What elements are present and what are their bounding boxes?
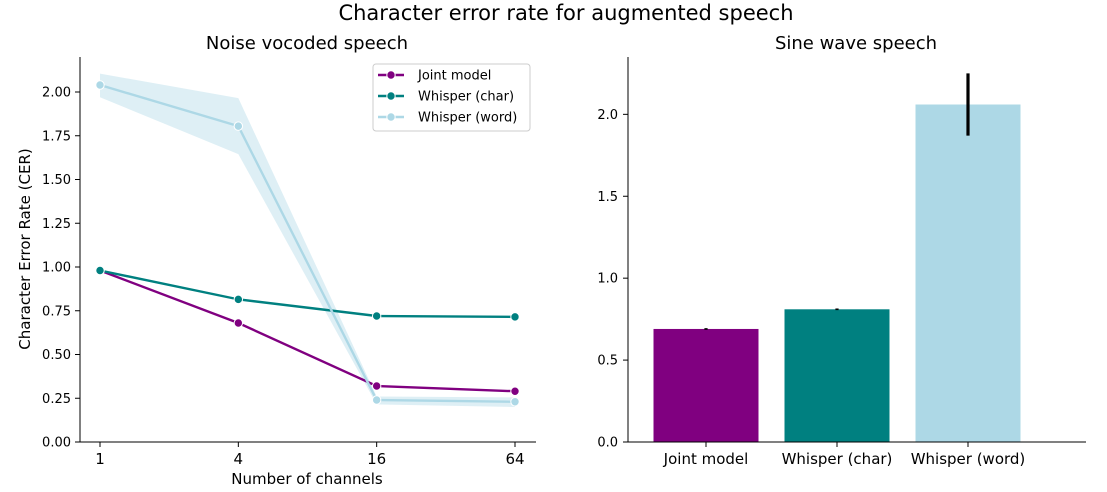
- x-tick-label: 1: [95, 450, 105, 468]
- whisper-char-legend-marker: [386, 91, 396, 101]
- y-tick-label: 1.50: [42, 173, 71, 188]
- y-tick-label: 1.0: [597, 272, 618, 287]
- line-chart-axes: [79, 57, 536, 443]
- joint-model-point: [510, 386, 520, 396]
- y-tick-label: 0.50: [42, 348, 71, 363]
- whisper-char-point: [95, 265, 105, 276]
- x-tick-label: 4: [234, 450, 244, 468]
- legend-frame: [372, 63, 531, 132]
- whisper-word-bar: [915, 104, 1021, 443]
- bar-chart-panel: Sine wave speech 0.0 0.5 1.0 1.5 2.0 Joint m…: [597, 33, 1086, 468]
- y-ticks: 0.00 0.25 0.50 0.75 1.00 1.25 1.50 1.75 2.00: [42, 86, 80, 451]
- x-tick-label: Whisper (word): [911, 450, 1026, 468]
- bars: [653, 104, 1021, 443]
- whisper-word-legend-label: Whisper (word): [418, 111, 517, 126]
- y-tick-label: 1.25: [42, 217, 71, 232]
- y-tick-label: 0.00: [42, 436, 71, 451]
- figure-title: Character error rate for augmented speec…: [338, 1, 793, 25]
- y-tick-label: 0.5: [597, 354, 618, 369]
- joint-model-point: [371, 381, 382, 391]
- whisper-word-legend-marker: [386, 112, 396, 122]
- y-tick-label: 2.0: [597, 108, 618, 123]
- line-chart-panel: Noise vocoded speech 0.00 0.25 0.50 0.75 1.0…: [16, 33, 536, 488]
- whisper-word-point: [95, 80, 105, 90]
- joint-model-legend-marker: [386, 70, 396, 80]
- whisper-word-line: [99, 83, 516, 403]
- y-tick-label: 1.00: [42, 261, 71, 276]
- whisper-char-legend-label: Whisper (char): [418, 90, 514, 105]
- y-tick-label: 1.5: [597, 190, 618, 205]
- whisper-word-point: [233, 121, 244, 131]
- x-ticks: 1 4 16 64: [95, 442, 525, 468]
- y-tick-label: 0.0: [597, 436, 618, 451]
- x-axis-label: Number of channels: [231, 470, 383, 488]
- bar-chart-axes: [627, 57, 1086, 443]
- series-points: [95, 80, 520, 407]
- whisper-char-point: [510, 312, 520, 322]
- y-tick-label: 2.00: [42, 86, 71, 101]
- y-ticks: 0.0 0.5 1.0 1.5 2.0: [597, 108, 628, 451]
- ci-bands: [100, 73, 515, 407]
- bar-chart-title: Sine wave speech: [775, 33, 937, 54]
- whisper-word-point: [371, 395, 382, 405]
- y-tick-label: 1.75: [42, 129, 71, 144]
- whisper-word-ci-band: [100, 73, 515, 407]
- line-chart-title: Noise vocoded speech: [206, 33, 408, 54]
- x-tick-label: 16: [367, 450, 386, 468]
- joint-model-point: [233, 318, 244, 328]
- whisper-char-point: [371, 311, 382, 321]
- whisper-char-bar: [784, 309, 890, 442]
- x-tick-label: Joint model: [663, 450, 749, 468]
- whisper-char-point: [233, 294, 244, 305]
- y-tick-label: 0.75: [42, 304, 71, 319]
- joint-model-bar: [653, 328, 759, 442]
- error-bars: [704, 73, 970, 330]
- x-ticks: Joint model Whisper (char) Whisper (word): [663, 442, 1026, 468]
- series-lines: [99, 83, 516, 403]
- x-tick-label: Whisper (char): [782, 450, 893, 468]
- whisper-char-line: [99, 269, 516, 319]
- y-tick-label: 0.25: [42, 392, 71, 407]
- joint-model-legend-label: Joint model: [417, 69, 491, 84]
- legend: Joint model Whisper (char) Whisper (word): [372, 63, 531, 132]
- y-axis-label: Character Error Rate (CER): [16, 148, 34, 349]
- whisper-word-point: [510, 397, 520, 407]
- joint-model-line: [99, 269, 516, 393]
- x-tick-label: 64: [505, 450, 524, 468]
